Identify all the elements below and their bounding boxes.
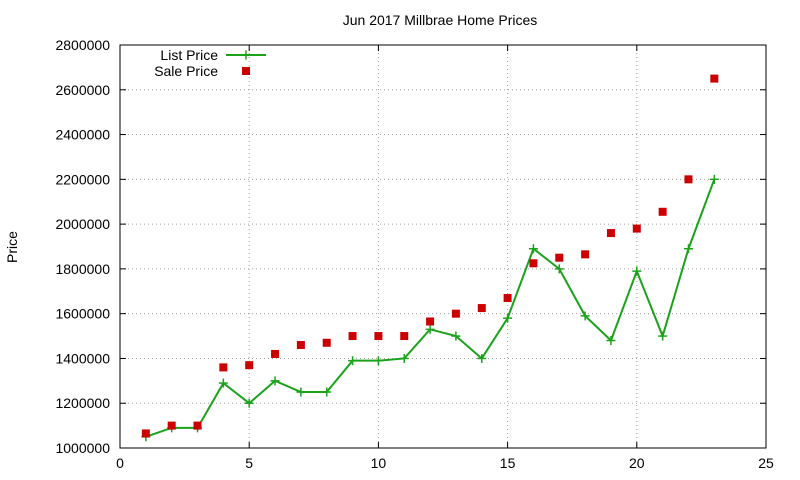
list-price-point	[503, 313, 513, 323]
sale-price-point	[374, 332, 383, 341]
y-tick-label: 1000000	[55, 440, 110, 456]
list-price-series	[141, 174, 719, 442]
y-tick-label: 2000000	[55, 216, 110, 232]
y-tick-label: 2800000	[55, 37, 110, 53]
y-tick-label: 1600000	[55, 306, 110, 322]
x-tick-label: 25	[758, 455, 774, 471]
y-tick-label: 2200000	[55, 171, 110, 187]
x-tick-label: 5	[245, 455, 253, 471]
sale-price-point	[606, 229, 615, 238]
y-tick-label: 1400000	[55, 350, 110, 366]
list-price-point	[399, 353, 409, 363]
list-price-point	[554, 264, 564, 274]
sale-price-point	[141, 429, 150, 438]
list-price-point	[477, 353, 487, 363]
list-price-point	[373, 356, 383, 366]
sale-price-point	[555, 253, 564, 262]
legend-label-sale-price: Sale Price	[154, 63, 218, 79]
sale-price-series	[141, 74, 719, 438]
list-price-point	[580, 311, 590, 321]
list-price-point	[270, 376, 280, 386]
sale-price-point	[503, 293, 512, 302]
y-tick-label: 1200000	[55, 395, 110, 411]
series-group	[141, 74, 719, 442]
list-price-point	[451, 331, 461, 341]
sale-price-point	[271, 349, 280, 358]
y-axis-label: Price	[4, 231, 20, 263]
sale-price-point	[451, 309, 460, 318]
legend-marker-sale-price	[242, 67, 250, 75]
list-price-point	[658, 331, 668, 341]
sale-price-point	[245, 361, 254, 370]
grid-lines	[120, 45, 766, 448]
y-tick-label: 1800000	[55, 261, 110, 277]
axes: 0 5 10 15 20 25 1000000 1200000 1400000 1600000 18…	[55, 37, 774, 471]
list-price-point	[683, 244, 693, 254]
sale-price-point	[529, 259, 538, 268]
sale-price-point	[632, 224, 641, 233]
y-tick-label: 2400000	[55, 127, 110, 143]
sale-price-point	[684, 175, 693, 184]
legend-marker-list-price	[241, 50, 251, 60]
list-price-point	[528, 244, 538, 254]
list-price-point	[632, 266, 642, 276]
sale-price-point	[477, 304, 486, 313]
sale-price-point	[581, 250, 590, 259]
x-tick-label: 0	[116, 455, 124, 471]
list-price-point	[606, 336, 616, 346]
sale-price-point	[322, 338, 331, 347]
x-tick-label: 15	[500, 455, 516, 471]
sale-price-point	[710, 74, 719, 83]
list-price-point	[218, 378, 228, 388]
sale-price-point	[167, 421, 176, 430]
sale-price-point	[193, 421, 202, 430]
sale-price-point	[348, 332, 357, 341]
x-tick-label: 20	[629, 455, 645, 471]
sale-price-point	[219, 363, 228, 372]
chart-title: Jun 2017 Millbrae Home Prices	[343, 12, 538, 28]
sale-price-point	[658, 207, 667, 216]
list-price-line	[145, 178, 716, 438]
list-price-point	[296, 387, 306, 397]
y-tick-label: 2600000	[55, 82, 110, 98]
list-price-point	[244, 398, 254, 408]
sale-price-point	[296, 341, 305, 350]
x-tick-label: 10	[371, 455, 387, 471]
list-price-point	[709, 174, 719, 184]
list-price-point	[425, 324, 435, 334]
legend-label-list-price: List Price	[160, 47, 218, 63]
list-price-point	[348, 356, 358, 366]
list-price-point	[322, 387, 332, 397]
plot-border	[119, 44, 767, 449]
sale-price-point	[400, 332, 409, 341]
sale-price-point	[426, 317, 435, 326]
